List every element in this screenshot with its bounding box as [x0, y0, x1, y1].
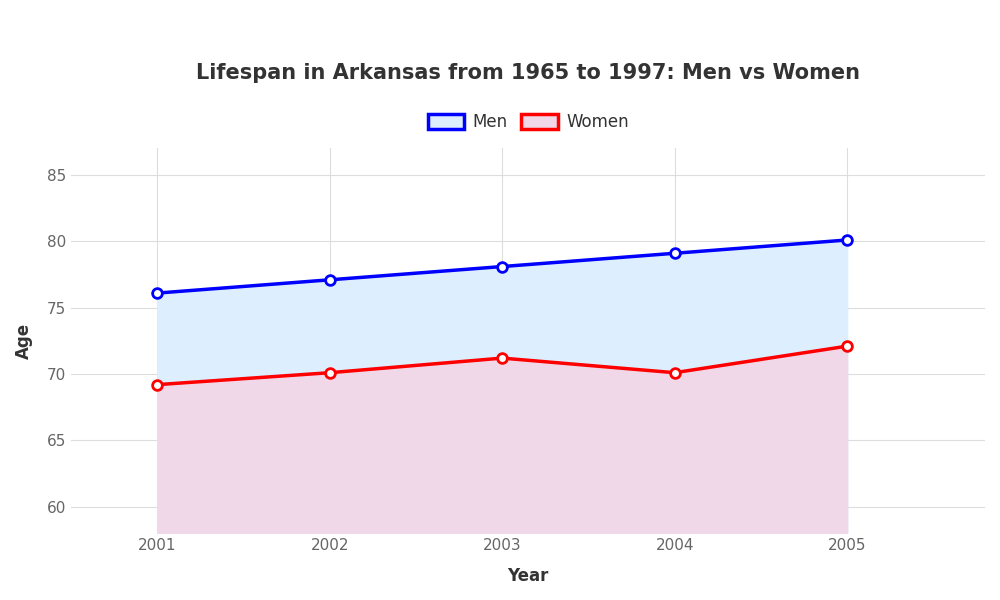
Title: Lifespan in Arkansas from 1965 to 1997: Men vs Women: Lifespan in Arkansas from 1965 to 1997: …	[196, 63, 860, 83]
Legend: Men, Women: Men, Women	[421, 107, 635, 138]
Y-axis label: Age: Age	[15, 323, 33, 359]
X-axis label: Year: Year	[507, 567, 549, 585]
